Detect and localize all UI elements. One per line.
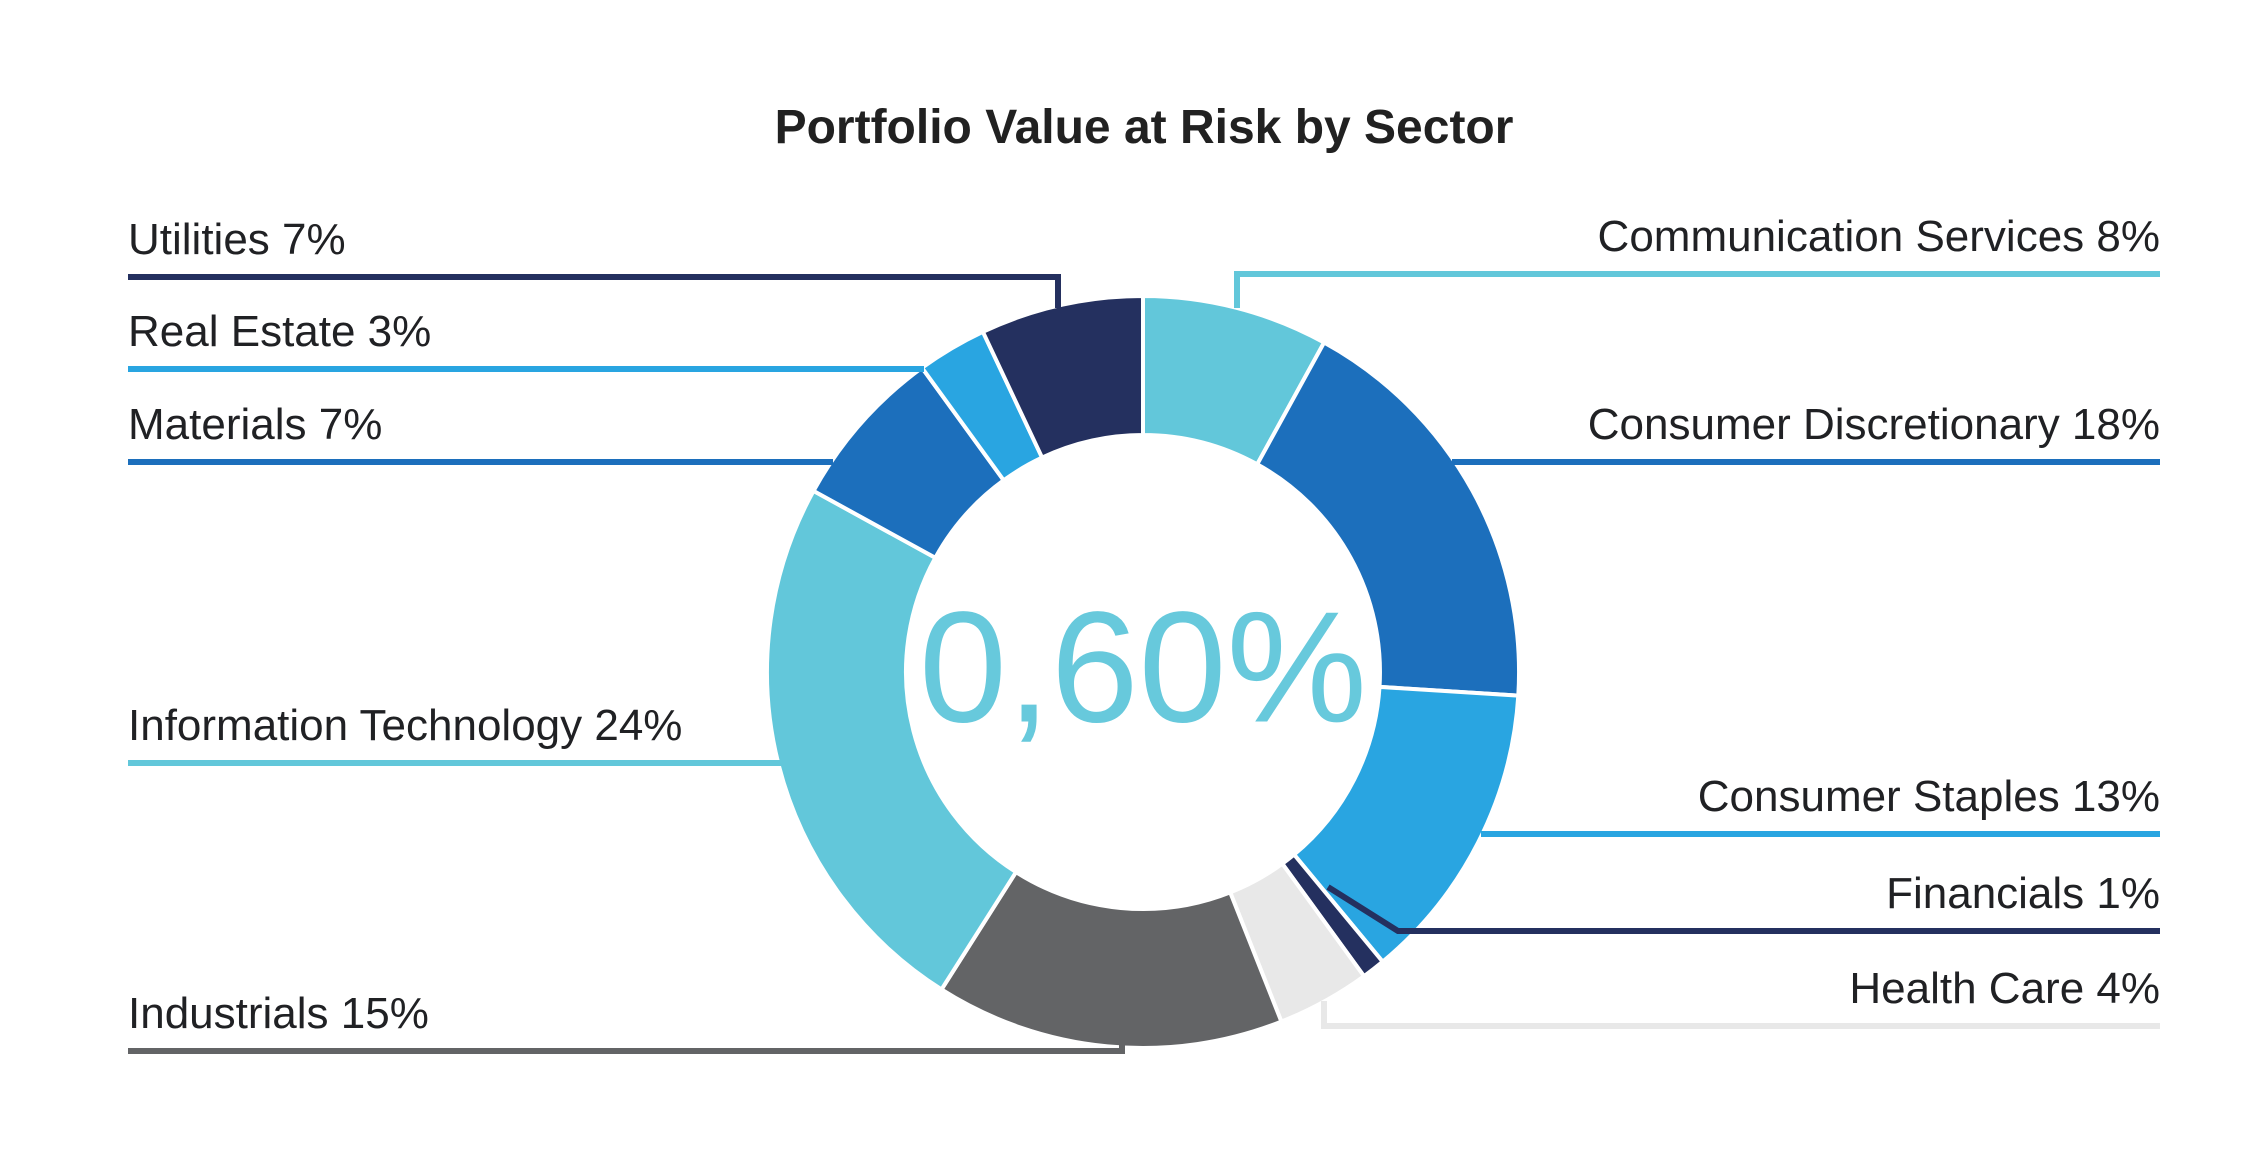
sector-label-consumer-staples: Consumer Staples 13% <box>1697 772 2160 821</box>
sector-label-consumer-discretionary: Consumer Discretionary 18% <box>1587 400 2160 449</box>
donut-slice-consumer-discretionary[interactable] <box>1254 339 1521 698</box>
sector-label-industrials: Industrials 15% <box>128 989 429 1038</box>
sector-label-real-estate: Real Estate 3% <box>128 307 432 356</box>
leader-line-health-care <box>1321 1001 2160 1029</box>
leader-line-industrials <box>128 1040 1125 1054</box>
donut-slice-utilities[interactable] <box>980 293 1145 461</box>
center-value: 0,60% <box>918 579 1368 756</box>
leader-line-utilities <box>128 274 1061 308</box>
chart-title: Portfolio Value at Risk by Sector <box>774 101 1514 154</box>
leader-line-communication-services <box>1234 271 2160 308</box>
sector-label-communication-services: Communication Services 8% <box>1597 212 2160 261</box>
sector-label-utilities: Utilities 7% <box>128 215 346 264</box>
leader-line-financials <box>1326 884 2160 934</box>
sector-label-health-care: Health Care 4% <box>1849 964 2160 1013</box>
donut-slice-information-technology[interactable] <box>764 488 1019 993</box>
label-leader-lines <box>128 271 2160 1054</box>
sector-label-financials: Financials 1% <box>1886 869 2160 918</box>
sector-label-information-technology: Information Technology 24% <box>128 701 683 750</box>
donut-slices <box>764 293 1521 1051</box>
sector-label-materials: Materials 7% <box>128 400 383 449</box>
